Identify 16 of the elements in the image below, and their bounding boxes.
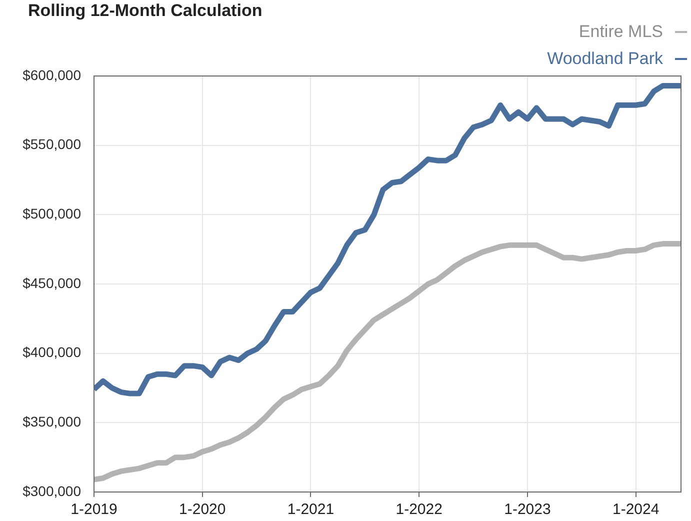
y-tick-label: $350,000 bbox=[22, 414, 82, 430]
y-tick-label: $500,000 bbox=[22, 206, 82, 222]
y-tick-label: $400,000 bbox=[22, 344, 82, 360]
legend-label: Entire MLS bbox=[578, 22, 663, 42]
y-tick-label: $550,000 bbox=[22, 136, 82, 152]
chart-title: Rolling 12-Month Calculation bbox=[28, 1, 262, 21]
y-tick-label: $300,000 bbox=[22, 482, 82, 499]
x-tick-label: 1-2021 bbox=[287, 501, 334, 518]
legend-label: Woodland Park bbox=[547, 48, 663, 68]
x-tick-label: 1-2020 bbox=[179, 501, 226, 518]
y-tick-label: $600,000 bbox=[22, 66, 82, 83]
y-tick-label: $450,000 bbox=[22, 274, 82, 291]
x-tick-label: 1-2024 bbox=[612, 501, 660, 518]
x-tick-label: 1-2022 bbox=[396, 501, 442, 518]
x-tick-label: 1-2023 bbox=[504, 501, 551, 518]
x-tick-label: 1-2019 bbox=[70, 501, 118, 518]
